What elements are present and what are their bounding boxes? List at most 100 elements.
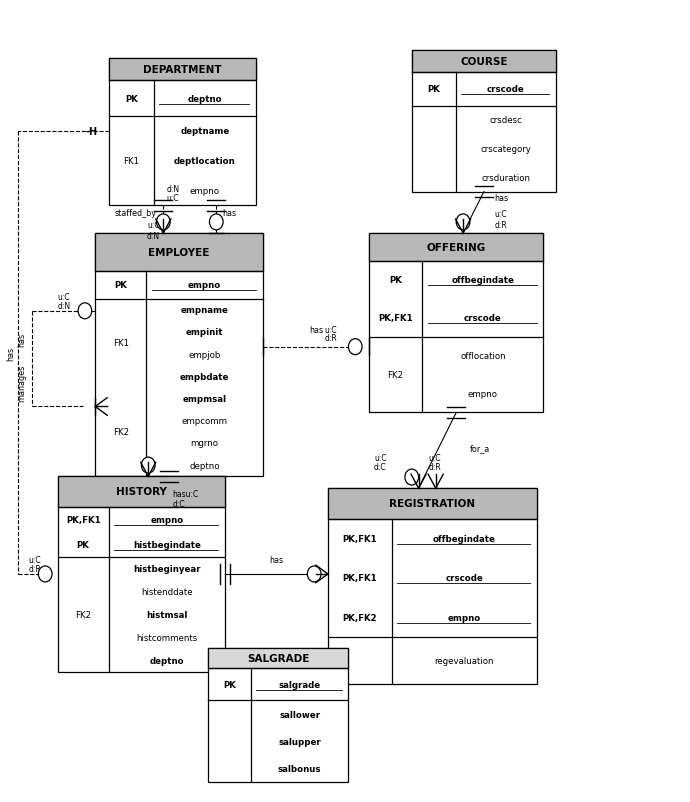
Circle shape bbox=[456, 215, 470, 230]
Text: empno: empno bbox=[448, 613, 481, 622]
Text: FK2: FK2 bbox=[75, 610, 91, 619]
Text: FK1: FK1 bbox=[112, 339, 129, 348]
Text: empmsal: empmsal bbox=[183, 395, 226, 403]
Text: FK2: FK2 bbox=[112, 427, 129, 437]
Text: crscategory: crscategory bbox=[480, 145, 531, 154]
Text: has: has bbox=[309, 326, 323, 335]
Text: PK: PK bbox=[223, 680, 236, 689]
Text: empno: empno bbox=[188, 281, 221, 290]
Text: u:C: u:C bbox=[429, 454, 442, 463]
Text: u:C: u:C bbox=[167, 193, 179, 202]
Text: hasu:C: hasu:C bbox=[172, 489, 199, 499]
Text: -H: -H bbox=[86, 128, 98, 137]
Text: d:N: d:N bbox=[147, 232, 160, 241]
Text: for_a: for_a bbox=[470, 444, 490, 453]
Text: PK,FK1: PK,FK1 bbox=[378, 314, 413, 322]
Text: crsdesc: crsdesc bbox=[489, 116, 522, 125]
Circle shape bbox=[141, 458, 155, 473]
Text: d:C: d:C bbox=[172, 499, 185, 508]
Text: d:N: d:N bbox=[167, 184, 180, 193]
Circle shape bbox=[210, 215, 223, 230]
Text: FK1: FK1 bbox=[124, 156, 139, 166]
Text: deptno: deptno bbox=[150, 656, 184, 665]
Bar bbox=[208, 648, 348, 782]
Text: has: has bbox=[221, 209, 236, 218]
Text: deptlocation: deptlocation bbox=[174, 156, 236, 166]
Text: u:C: u:C bbox=[147, 221, 160, 230]
Bar bbox=[109, 59, 256, 206]
Text: histmsal: histmsal bbox=[146, 610, 188, 619]
Text: empno: empno bbox=[150, 515, 184, 524]
Circle shape bbox=[39, 566, 52, 582]
Text: PK,FK1: PK,FK1 bbox=[342, 573, 377, 582]
Text: mgrno: mgrno bbox=[190, 439, 219, 448]
Text: has: has bbox=[270, 555, 284, 565]
Text: crsduration: crsduration bbox=[482, 173, 531, 183]
Text: empno: empno bbox=[190, 187, 220, 196]
Text: empno: empno bbox=[468, 390, 498, 399]
Text: d:R: d:R bbox=[29, 564, 41, 573]
Text: DEPARTMENT: DEPARTMENT bbox=[143, 65, 221, 75]
Text: empbdate: empbdate bbox=[180, 372, 229, 381]
Text: histenddate: histenddate bbox=[141, 587, 193, 596]
Bar bbox=[57, 476, 225, 507]
Bar bbox=[328, 488, 537, 684]
Text: salupper: salupper bbox=[278, 737, 321, 746]
Circle shape bbox=[78, 303, 92, 319]
Circle shape bbox=[348, 339, 362, 355]
Text: offbegindate: offbegindate bbox=[451, 276, 514, 285]
Text: FK2: FK2 bbox=[388, 371, 404, 379]
Bar bbox=[328, 488, 537, 519]
Text: has: has bbox=[6, 346, 15, 360]
Text: salbonus: salbonus bbox=[278, 764, 322, 772]
Text: PK: PK bbox=[389, 276, 402, 285]
Bar bbox=[412, 51, 556, 72]
Text: d:C: d:C bbox=[374, 463, 386, 472]
Bar bbox=[369, 233, 544, 413]
Text: has: has bbox=[17, 332, 26, 346]
Text: COURSE: COURSE bbox=[460, 57, 508, 67]
Text: deptname: deptname bbox=[180, 127, 230, 136]
Text: PK,FK2: PK,FK2 bbox=[342, 613, 377, 622]
Circle shape bbox=[307, 566, 321, 582]
Text: staffed_by: staffed_by bbox=[115, 209, 157, 218]
Text: regevaluation: regevaluation bbox=[434, 656, 494, 665]
Bar bbox=[369, 233, 544, 261]
Text: d:N: d:N bbox=[57, 302, 70, 310]
Bar bbox=[95, 233, 263, 271]
Text: salgrade: salgrade bbox=[279, 680, 321, 689]
Text: deptno: deptno bbox=[189, 461, 220, 470]
Text: u:C: u:C bbox=[374, 454, 386, 463]
Text: deptno: deptno bbox=[188, 95, 222, 103]
Circle shape bbox=[157, 215, 170, 230]
Text: histcomments: histcomments bbox=[137, 633, 197, 642]
Text: sallower: sallower bbox=[279, 710, 320, 719]
Text: d:R: d:R bbox=[494, 221, 507, 229]
Text: u:C: u:C bbox=[324, 326, 337, 335]
Text: u:C: u:C bbox=[494, 210, 507, 219]
Text: SALGRADE: SALGRADE bbox=[247, 654, 309, 663]
Bar bbox=[412, 51, 556, 192]
Text: u:C: u:C bbox=[29, 555, 41, 565]
Text: crscode: crscode bbox=[464, 314, 502, 322]
Text: PK: PK bbox=[115, 281, 127, 290]
Text: HISTORY: HISTORY bbox=[116, 487, 167, 496]
Text: PK: PK bbox=[77, 540, 90, 549]
Text: PK: PK bbox=[125, 95, 138, 103]
Text: has: has bbox=[494, 194, 509, 203]
Bar bbox=[109, 59, 256, 81]
Text: PK,FK1: PK,FK1 bbox=[66, 515, 101, 524]
Text: PK: PK bbox=[428, 85, 440, 94]
Text: empinit: empinit bbox=[186, 328, 224, 337]
Text: d:R: d:R bbox=[324, 334, 337, 343]
Text: OFFERING: OFFERING bbox=[426, 243, 486, 253]
Text: EMPLOYEE: EMPLOYEE bbox=[148, 248, 210, 257]
Circle shape bbox=[405, 469, 419, 485]
Text: d:R: d:R bbox=[429, 463, 442, 472]
Text: empname: empname bbox=[181, 306, 228, 314]
Text: crscode: crscode bbox=[445, 573, 483, 582]
Text: crscode: crscode bbox=[487, 85, 524, 94]
Text: REGISTRATION: REGISTRATION bbox=[389, 499, 475, 508]
Bar bbox=[208, 648, 348, 669]
Text: histbeginyear: histbeginyear bbox=[133, 564, 201, 573]
